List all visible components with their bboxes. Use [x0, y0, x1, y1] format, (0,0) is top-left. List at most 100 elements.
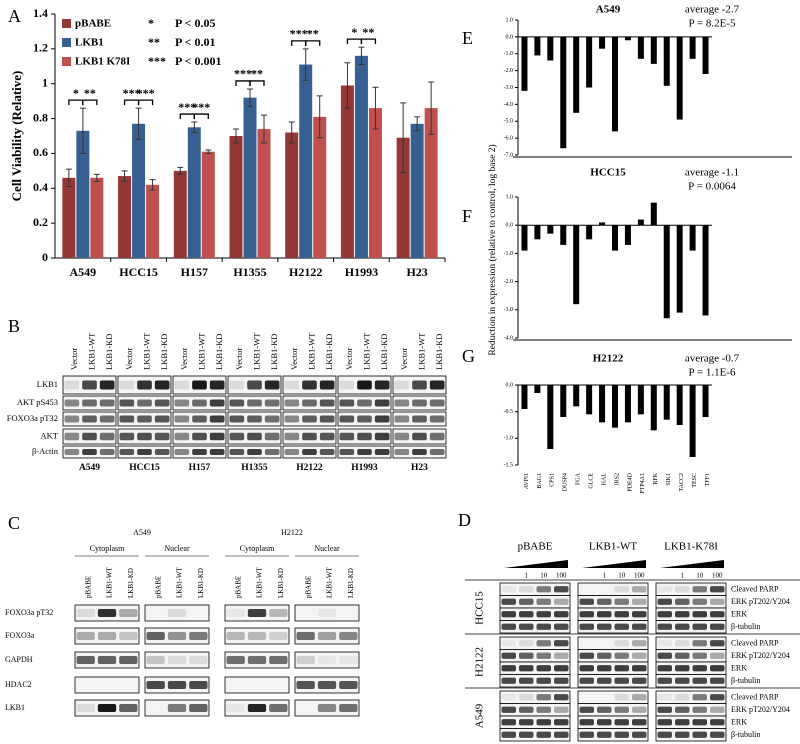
- error-bar: [191, 121, 198, 134]
- blot-band: [614, 611, 629, 618]
- blot-band: [64, 432, 80, 441]
- bar: [201, 151, 215, 258]
- blot-band: [536, 706, 551, 713]
- y-tick-label: -1.0: [504, 251, 514, 257]
- blot-band: [614, 652, 629, 659]
- row-label: ERK: [731, 717, 747, 726]
- blot-band: [339, 380, 355, 390]
- bar: [650, 36, 657, 64]
- bar: [76, 130, 90, 258]
- x-tick-label: GLCE: [589, 473, 595, 489]
- significance-bracket: [305, 40, 321, 46]
- y-tick-label: 0.4: [33, 180, 48, 194]
- significance-label: **: [307, 27, 319, 41]
- blot-band: [209, 380, 225, 390]
- blot-band: [554, 719, 569, 726]
- blot-band: [519, 652, 534, 659]
- blot-band: [536, 677, 551, 684]
- group-label: LKB1-WT: [589, 541, 638, 553]
- row-label: ERK pT202/Y204: [731, 651, 790, 660]
- bar: [410, 123, 424, 258]
- row-label: ERK: [731, 609, 747, 618]
- blot-band: [284, 380, 300, 390]
- blot-band: [174, 449, 190, 455]
- bar: [612, 385, 618, 428]
- row-label: FOXO3a: [5, 631, 35, 640]
- blot-band: [710, 586, 725, 593]
- blot-band: [675, 677, 690, 684]
- bar: [586, 225, 593, 240]
- blot-band: [579, 623, 594, 630]
- x-tick-label: AVPI1: [524, 473, 530, 489]
- blot-band: [209, 399, 225, 407]
- y-tick-label: -0.5: [504, 409, 514, 415]
- blot-band: [99, 415, 115, 423]
- blot-band: [82, 380, 97, 390]
- blot-band: [519, 731, 534, 738]
- fraction-label: Nuclear: [164, 544, 190, 553]
- bar: [573, 385, 580, 407]
- blot-band: [319, 415, 335, 423]
- blot-band: [339, 681, 358, 689]
- blot-band: [632, 652, 647, 659]
- blot-band: [76, 632, 95, 640]
- blot-band: [119, 399, 135, 407]
- dose-label: 100: [712, 572, 723, 580]
- bar: [340, 85, 354, 258]
- x-tick-label: TESC: [692, 473, 698, 488]
- blot-band: [692, 586, 707, 593]
- blot-band: [501, 598, 516, 605]
- bar: [560, 385, 567, 417]
- bar: [637, 219, 644, 226]
- blot-band: [657, 611, 672, 618]
- blot-band: [614, 623, 629, 630]
- blot-band: [579, 677, 594, 684]
- x-tick-label: TACC2: [679, 473, 685, 492]
- x-tick-label: HCC15: [119, 265, 158, 279]
- fraction-label: Nuclear: [314, 544, 340, 553]
- bar: [354, 55, 368, 259]
- blot-band: [501, 731, 516, 738]
- lane-label: LKB1-KD: [277, 568, 285, 598]
- dose-label: 100: [556, 572, 567, 580]
- blot-band: [429, 399, 445, 407]
- blot-band: [597, 719, 612, 726]
- bar: [521, 36, 528, 91]
- blot-band: [536, 652, 551, 659]
- significance-key-text: P < 0.01: [175, 35, 216, 49]
- blot-band: [412, 449, 427, 455]
- blot-band: [394, 399, 410, 407]
- bar: [396, 137, 410, 258]
- blot-frame: [655, 674, 727, 688]
- bar: [521, 225, 528, 251]
- significance-bracket: [291, 40, 307, 46]
- x-tick-label: CPS1: [550, 473, 556, 487]
- blot-band: [536, 719, 551, 726]
- blot-band: [692, 611, 707, 618]
- dose-label: 10: [540, 572, 548, 580]
- blot-band: [710, 677, 725, 684]
- x-tick-label: A549: [70, 265, 97, 279]
- blot-band: [429, 432, 445, 441]
- blot-band: [264, 449, 280, 455]
- blot-band: [64, 399, 80, 407]
- bar: [534, 36, 541, 56]
- blot-band: [146, 632, 165, 640]
- cell-line-label: H23: [411, 463, 428, 473]
- lane-label: LKB1-KD: [197, 568, 205, 598]
- error-bar: [205, 149, 212, 154]
- blot-band: [657, 640, 672, 647]
- blot-band: [614, 706, 629, 713]
- blot-band: [269, 632, 288, 640]
- blot-band: [192, 449, 207, 455]
- significance-key-symbol: *: [148, 16, 154, 30]
- blot-band: [154, 380, 170, 390]
- blot-band: [302, 415, 317, 423]
- blot-band: [519, 586, 534, 593]
- lane-label: LKB1-WT: [361, 332, 371, 370]
- annotation: P = 0.0064: [688, 181, 736, 193]
- blot-band: [317, 704, 337, 712]
- lane-label: pBABE: [84, 576, 92, 598]
- blot-band: [394, 449, 410, 455]
